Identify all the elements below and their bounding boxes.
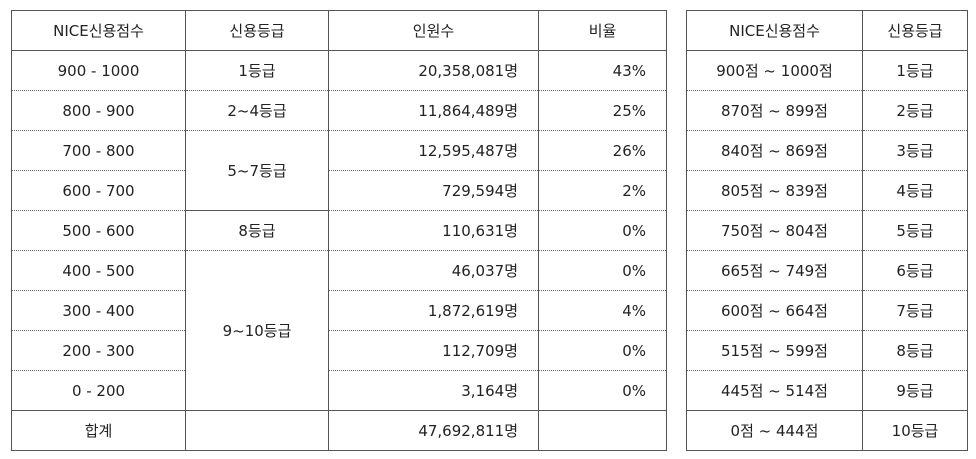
table-row: 500 - 600 8등급 110,631명 0% [11,210,667,251]
header-count: 인원수 [328,10,539,51]
grade-cell: 7등급 [862,290,968,331]
grade-cell: 5등급 [862,210,968,251]
grade-cell: 1등급 [862,50,968,91]
score-range-cell: 900점 ~ 1000점 [686,50,863,91]
total-count: 47,692,811명 [328,410,539,451]
score-cell: 0 - 200 [11,370,186,411]
score-range-cell: 870점 ~ 899점 [686,90,863,131]
grade-cell: 9~10등급 [185,250,329,411]
table-row: 200 - 300 112,709명 0% [11,330,667,371]
count-cell: 110,631명 [328,210,539,251]
table-row: 800 - 900 2~4등급 11,864,489명 25% [11,90,667,131]
score-cell: 800 - 900 [11,90,186,131]
header-grade: 신용등급 [185,10,329,51]
count-cell: 20,358,081명 [328,50,539,91]
grade-criteria-table: NICE신용점수 신용등급 900점 ~ 1000점 1등급 870점 ~ 899점… [686,10,968,451]
grade-cell: 1등급 [185,50,329,91]
grade-cell: 3등급 [862,130,968,171]
count-cell: 11,864,489명 [328,90,539,131]
header-row: NICE신용점수 신용등급 [686,10,968,51]
count-cell: 729,594명 [328,170,539,211]
grade-cell: 9등급 [862,370,968,411]
table-row: 600 - 700 729,594명 2% [11,170,667,211]
score-cell: 300 - 400 [11,290,186,331]
grade-cell: 6등급 [862,250,968,291]
header-ratio: 비율 [538,10,667,51]
grade-cell: 4등급 [862,170,968,211]
score-range-cell: 600점 ~ 664점 [686,290,863,331]
table-row: 300 - 400 1,872,619명 4% [11,290,667,331]
score-range-cell: 805점 ~ 839점 [686,170,863,211]
total-label: 합계 [11,410,186,451]
table-row: 600점 ~ 664점 7등급 [686,290,968,331]
count-cell: 46,037명 [328,250,539,291]
total-ratio-empty [538,410,667,451]
total-row: 합계 47,692,811명 [11,410,667,451]
ratio-cell: 0% [538,210,667,251]
count-cell: 1,872,619명 [328,290,539,331]
count-cell: 112,709명 [328,330,539,371]
table-row: 665점 ~ 749점 6등급 [686,250,968,291]
table-row: 870점 ~ 899점 2등급 [686,90,968,131]
count-cell: 3,164명 [328,370,539,411]
grade-cell: 8등급 [862,330,968,371]
ratio-cell: 43% [538,50,667,91]
ratio-cell: 0% [538,250,667,291]
grade-cell: 2~4등급 [185,90,329,131]
table-row: 0점 ~ 444점 10등급 [686,410,968,451]
score-range-cell: 445점 ~ 514점 [686,370,863,411]
table-row: 515점 ~ 599점 8등급 [686,330,968,371]
ratio-cell: 25% [538,90,667,131]
header-row: NICE신용점수 신용등급 인원수 비율 [11,10,667,51]
table-row: 750점 ~ 804점 5등급 [686,210,968,251]
header-score: NICE신용점수 [686,10,863,51]
table-row: 700 - 800 5~7등급 12,595,487명 26% [11,130,667,211]
score-cell: 600 - 700 [11,170,186,211]
ratio-cell: 4% [538,290,667,331]
grade-cell: 10등급 [862,410,968,451]
score-cell: 200 - 300 [11,330,186,371]
grade-cell: 5~7등급 [185,130,329,211]
ratio-cell: 2% [538,170,667,211]
ratio-cell: 0% [538,370,667,411]
table-row: 805점 ~ 839점 4등급 [686,170,968,211]
score-cell: 700 - 800 [11,130,186,171]
table-row: 900 - 1000 1등급 20,358,081명 43% [11,50,667,91]
score-cell: 400 - 500 [11,250,186,291]
total-grade-empty [185,410,329,451]
table-row: 400 - 500 9~10등급 46,037명 0% [11,250,667,411]
ratio-cell: 26% [538,130,667,171]
table-row: 900점 ~ 1000점 1등급 [686,50,968,91]
score-cell: 900 - 1000 [11,50,186,91]
ratio-cell: 0% [538,330,667,371]
header-grade: 신용등급 [862,10,968,51]
table-row: 445점 ~ 514점 9등급 [686,370,968,411]
score-distribution-table: NICE신용점수 신용등급 인원수 비율 900 - 1000 1등급 20,3… [11,10,667,451]
header-score: NICE신용점수 [11,10,186,51]
score-cell: 500 - 600 [11,210,186,251]
table-row: 0 - 200 3,164명 0% [11,370,667,411]
count-cell: 12,595,487명 [328,130,539,171]
score-range-cell: 665점 ~ 749점 [686,250,863,291]
grade-cell: 2등급 [862,90,968,131]
score-range-cell: 840점 ~ 869점 [686,130,863,171]
score-range-cell: 0점 ~ 444점 [686,410,863,451]
score-range-cell: 515점 ~ 599점 [686,330,863,371]
table-row: 840점 ~ 869점 3등급 [686,130,968,171]
score-range-cell: 750점 ~ 804점 [686,210,863,251]
grade-cell: 8등급 [185,210,329,251]
